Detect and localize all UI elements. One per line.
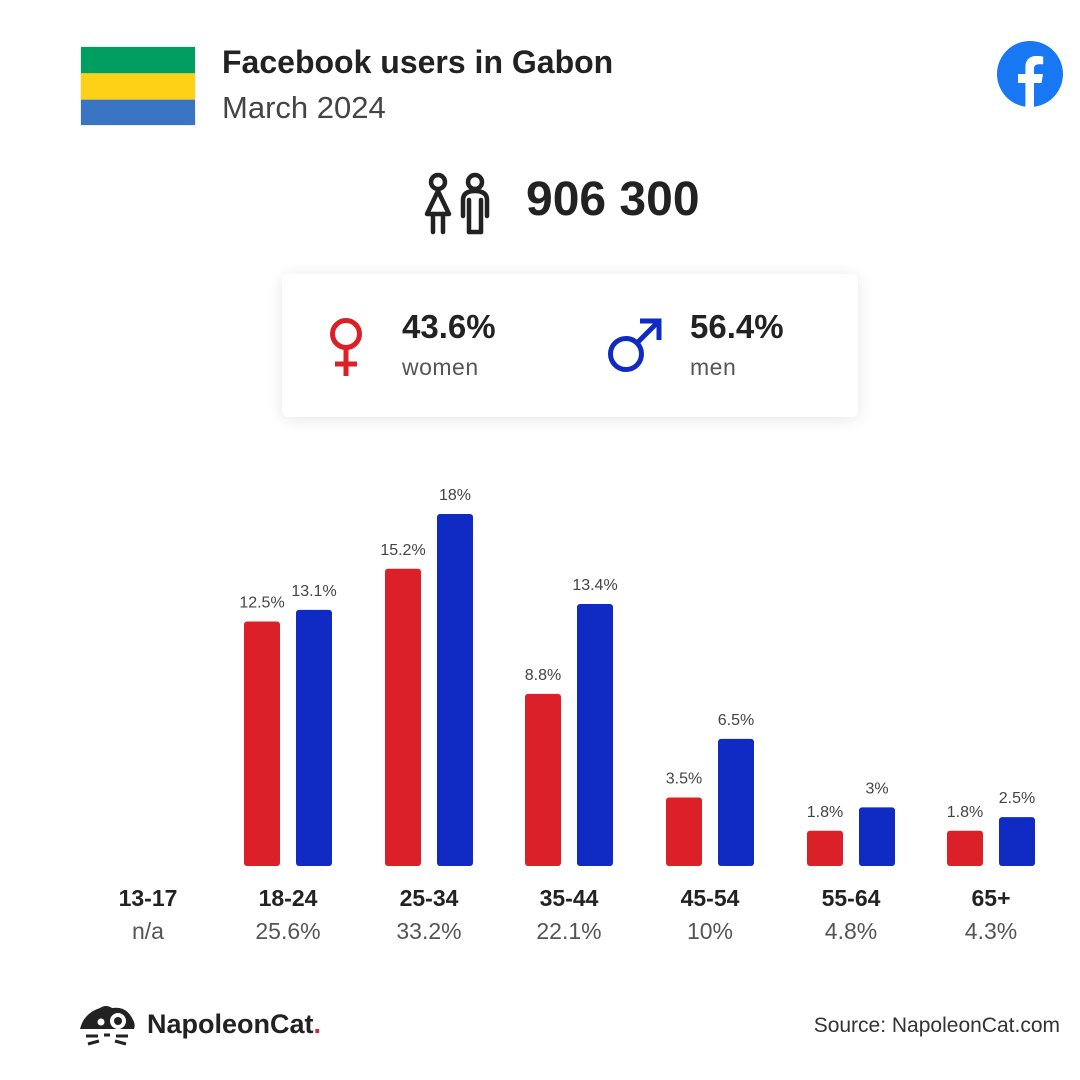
age-category-label: 45-54 bbox=[680, 885, 740, 911]
men-bar-value-label: 13.4% bbox=[572, 577, 617, 594]
gabon-flag-icon bbox=[80, 46, 196, 126]
napoleoncat-brand-name: NapoleonCat. bbox=[147, 1009, 321, 1040]
age-category-label: 35-44 bbox=[539, 885, 599, 911]
men-bar-value-label: 13.1% bbox=[291, 583, 336, 600]
brand-name-text: NapoleonCat bbox=[147, 1009, 314, 1039]
men-bar bbox=[718, 738, 754, 866]
total-users-value: 906 300 bbox=[526, 173, 700, 226]
men-bar-value-label: 18% bbox=[439, 487, 471, 504]
age-share-label: 25.6% bbox=[255, 918, 321, 944]
women-bar bbox=[666, 797, 702, 866]
age-category-label: 65+ bbox=[971, 885, 1011, 911]
women-bar-value-label: 12.5% bbox=[239, 595, 284, 612]
men-label: men bbox=[690, 354, 737, 380]
age-share-label: 10% bbox=[686, 918, 734, 944]
women-bar-value-label: 8.8% bbox=[525, 667, 561, 684]
gender-split-card: 43.6% women 56.4% men bbox=[282, 274, 858, 417]
age-share-label: 4.3% bbox=[964, 918, 1018, 944]
men-bar bbox=[296, 609, 332, 866]
brand-dot: . bbox=[313, 1009, 322, 1039]
male-symbol-icon bbox=[606, 318, 664, 374]
women-percentage: 43.6% bbox=[402, 308, 496, 345]
age-category-label: 18-24 bbox=[258, 885, 318, 911]
age-share-label: n/a bbox=[132, 918, 164, 944]
women-bar-value-label: 1.8% bbox=[947, 804, 983, 821]
age-share-label: 33.2% bbox=[396, 918, 462, 944]
men-bar-value-label: 3% bbox=[865, 780, 888, 797]
women-bar-value-label: 15.2% bbox=[380, 542, 425, 559]
page-title: Facebook users in Gabon bbox=[222, 44, 614, 80]
people-icon bbox=[420, 170, 494, 236]
men-bar bbox=[437, 514, 473, 866]
page-subtitle: March 2024 bbox=[222, 90, 386, 125]
men-bar bbox=[859, 807, 895, 866]
age-share-label: 4.8% bbox=[824, 918, 878, 944]
women-bar bbox=[807, 830, 843, 866]
women-bar bbox=[525, 693, 561, 866]
age-share-label: 22.1% bbox=[536, 918, 602, 944]
men-bar bbox=[999, 817, 1035, 866]
men-bar bbox=[577, 603, 613, 866]
facebook-logo-icon bbox=[997, 41, 1063, 107]
men-bar-value-label: 2.5% bbox=[999, 790, 1035, 807]
men-percentage: 56.4% bbox=[690, 308, 784, 345]
age-category-label: 25-34 bbox=[399, 885, 459, 911]
women-bar bbox=[385, 568, 421, 866]
age-category-label: 55-64 bbox=[821, 885, 881, 911]
women-bar bbox=[244, 621, 280, 866]
men-bar-value-label: 6.5% bbox=[718, 712, 754, 729]
napoleoncat-logo-icon bbox=[78, 1002, 138, 1050]
female-symbol-icon bbox=[328, 316, 364, 378]
women-bar-value-label: 1.8% bbox=[807, 804, 843, 821]
age-category-label: 13-17 bbox=[118, 885, 178, 911]
women-bar-value-label: 3.5% bbox=[666, 771, 702, 788]
women-label: women bbox=[402, 354, 479, 380]
source-credit: Source: NapoleonCat.com bbox=[813, 1014, 1060, 1037]
women-bar bbox=[947, 830, 983, 866]
